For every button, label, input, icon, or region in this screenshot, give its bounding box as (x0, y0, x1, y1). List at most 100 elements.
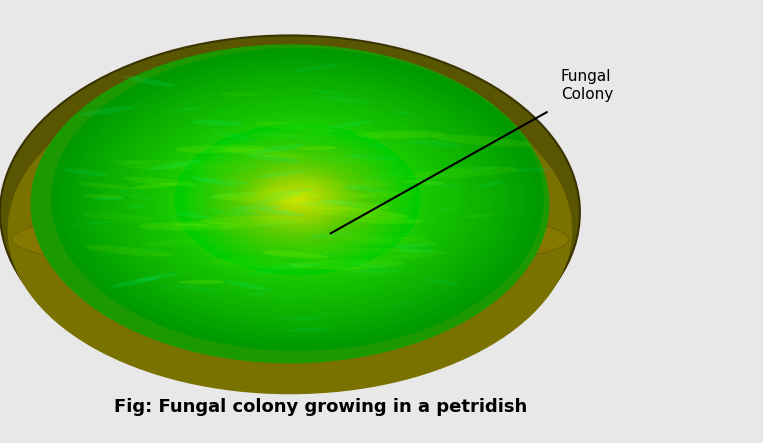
Ellipse shape (407, 167, 518, 179)
Ellipse shape (240, 164, 355, 235)
Ellipse shape (199, 139, 396, 260)
Ellipse shape (159, 286, 174, 290)
Ellipse shape (224, 154, 372, 245)
Ellipse shape (250, 144, 304, 154)
Ellipse shape (209, 130, 259, 142)
Ellipse shape (82, 213, 153, 221)
Ellipse shape (96, 76, 499, 323)
Ellipse shape (288, 327, 335, 332)
Ellipse shape (85, 245, 173, 257)
Ellipse shape (79, 182, 134, 190)
Ellipse shape (76, 63, 520, 336)
Ellipse shape (117, 88, 478, 311)
Ellipse shape (256, 170, 307, 178)
Ellipse shape (236, 162, 359, 237)
Ellipse shape (459, 166, 498, 174)
Ellipse shape (201, 216, 306, 225)
Ellipse shape (92, 197, 124, 200)
Ellipse shape (139, 239, 198, 246)
Ellipse shape (175, 107, 200, 111)
Ellipse shape (215, 149, 380, 250)
Ellipse shape (420, 278, 459, 286)
Ellipse shape (293, 64, 339, 72)
Ellipse shape (330, 120, 372, 128)
Ellipse shape (345, 185, 387, 193)
Ellipse shape (295, 313, 330, 320)
Ellipse shape (208, 259, 311, 270)
Ellipse shape (298, 180, 393, 189)
Ellipse shape (265, 179, 330, 220)
Ellipse shape (158, 113, 437, 285)
Ellipse shape (141, 103, 454, 295)
Ellipse shape (113, 86, 482, 313)
Ellipse shape (123, 205, 150, 209)
Ellipse shape (257, 220, 296, 227)
Ellipse shape (263, 211, 291, 216)
Ellipse shape (261, 177, 334, 222)
Ellipse shape (175, 145, 268, 153)
Ellipse shape (320, 251, 339, 255)
Ellipse shape (253, 171, 343, 227)
Ellipse shape (227, 156, 368, 242)
Ellipse shape (132, 183, 179, 189)
Ellipse shape (356, 272, 388, 276)
Ellipse shape (303, 207, 409, 219)
Ellipse shape (248, 293, 266, 295)
Ellipse shape (478, 181, 505, 187)
Ellipse shape (402, 180, 445, 185)
Ellipse shape (338, 235, 436, 246)
Ellipse shape (407, 140, 463, 147)
Ellipse shape (146, 106, 449, 293)
Ellipse shape (232, 159, 363, 240)
Ellipse shape (191, 134, 404, 265)
Ellipse shape (294, 197, 301, 202)
Ellipse shape (85, 221, 111, 225)
Ellipse shape (154, 111, 441, 288)
Ellipse shape (137, 101, 458, 298)
Ellipse shape (273, 184, 322, 214)
Text: Fig: Fungal colony growing in a petridish: Fig: Fungal colony growing in a petridis… (114, 398, 527, 416)
Ellipse shape (259, 208, 306, 217)
Ellipse shape (207, 192, 259, 198)
Ellipse shape (261, 174, 278, 178)
Ellipse shape (105, 81, 491, 318)
Ellipse shape (220, 152, 375, 247)
Ellipse shape (123, 177, 196, 186)
Ellipse shape (365, 170, 411, 179)
Ellipse shape (374, 203, 389, 206)
Ellipse shape (137, 273, 179, 281)
Ellipse shape (11, 206, 568, 272)
Ellipse shape (218, 92, 261, 96)
Ellipse shape (373, 248, 420, 252)
Ellipse shape (511, 167, 555, 172)
Ellipse shape (436, 208, 457, 210)
Ellipse shape (195, 136, 401, 262)
Ellipse shape (353, 191, 415, 198)
Ellipse shape (191, 177, 240, 187)
Ellipse shape (101, 78, 494, 321)
Ellipse shape (462, 214, 495, 218)
Ellipse shape (150, 109, 446, 290)
Ellipse shape (8, 66, 572, 394)
Ellipse shape (88, 70, 507, 328)
Ellipse shape (218, 141, 235, 143)
Ellipse shape (254, 193, 302, 204)
Ellipse shape (195, 179, 209, 181)
Ellipse shape (340, 185, 378, 189)
Ellipse shape (307, 193, 321, 196)
Ellipse shape (234, 211, 261, 214)
Ellipse shape (267, 198, 317, 204)
Ellipse shape (183, 184, 211, 188)
Ellipse shape (348, 203, 365, 206)
Ellipse shape (346, 261, 385, 268)
Ellipse shape (226, 179, 250, 185)
Ellipse shape (349, 155, 364, 158)
Ellipse shape (397, 237, 428, 240)
Ellipse shape (378, 147, 393, 149)
Ellipse shape (0, 35, 580, 390)
Ellipse shape (121, 91, 474, 308)
Ellipse shape (192, 120, 246, 125)
Ellipse shape (83, 194, 124, 198)
Ellipse shape (198, 148, 213, 150)
Ellipse shape (110, 160, 150, 164)
